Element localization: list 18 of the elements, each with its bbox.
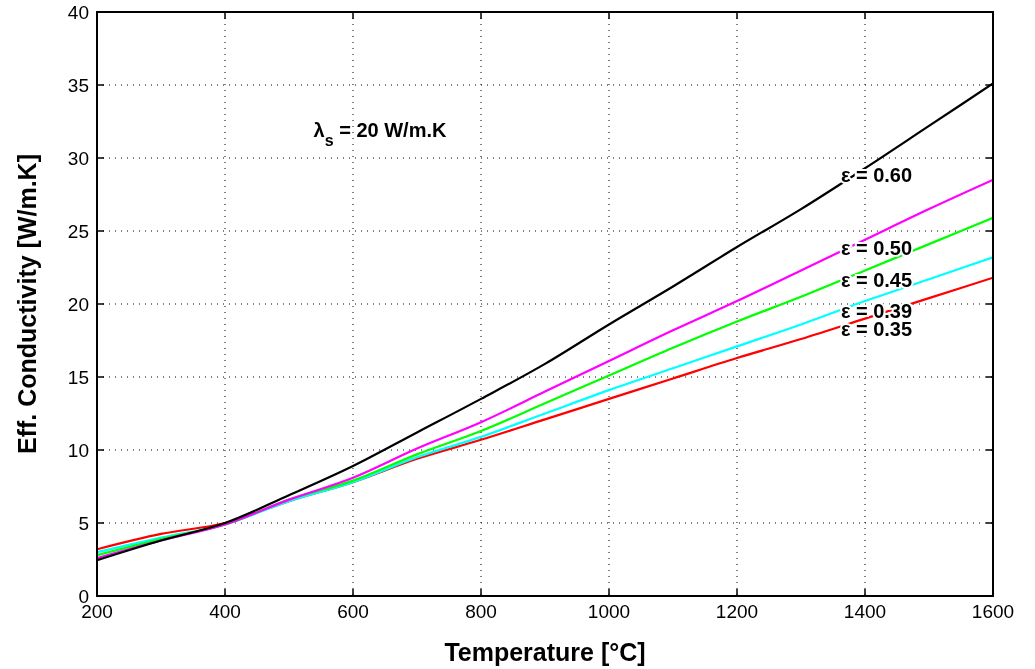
y-tick-label: 35 bbox=[67, 74, 89, 96]
x-tick-label: 1000 bbox=[587, 601, 631, 622]
y-tick-label: 40 bbox=[67, 1, 89, 23]
y-tick-label: 30 bbox=[67, 147, 89, 169]
y-tick-label: 20 bbox=[67, 293, 89, 315]
x-tick-label: 800 bbox=[465, 601, 497, 622]
x-tick-label: 400 bbox=[209, 601, 241, 622]
x-tick-label: 1200 bbox=[715, 601, 759, 622]
y-tick-label: 10 bbox=[67, 439, 89, 461]
y-tick-label: 5 bbox=[78, 512, 89, 534]
annotation: λ$_{s}$ = 20 W/m.K bbox=[313, 119, 447, 149]
x-axis-title: Temperature [°C] bbox=[444, 638, 646, 666]
x-tick-label: 1600 bbox=[971, 601, 1015, 622]
y-axis-title: Eff. Conductivity [W/m.K] bbox=[13, 154, 41, 454]
x-tick-label: 1400 bbox=[843, 601, 887, 622]
x-tick-label: 600 bbox=[337, 601, 369, 622]
y-tick-label: 15 bbox=[67, 366, 89, 388]
y-tick-label: 25 bbox=[67, 220, 89, 242]
